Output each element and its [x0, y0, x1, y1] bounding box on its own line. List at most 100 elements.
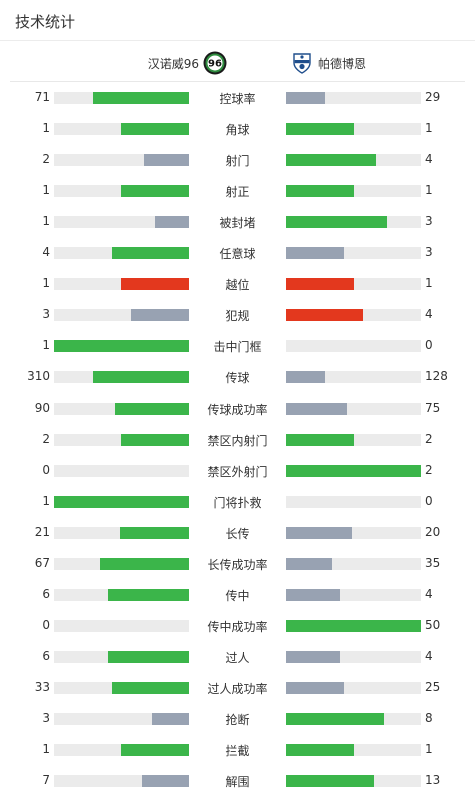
- home-stat-bar-track: [54, 588, 189, 601]
- stat-label: 射门: [225, 154, 250, 169]
- home-stat-bar: [54, 495, 189, 508]
- away-stat-value: 13: [425, 773, 441, 788]
- home-stat-bar: [112, 247, 189, 260]
- stat-row: 2 射门 4: [0, 144, 475, 175]
- stat-label: 射正: [225, 185, 250, 200]
- away-stat-bar-track: [286, 464, 421, 477]
- home-stat-value: 67: [34, 555, 50, 570]
- home-stat-bar-track: [54, 278, 189, 291]
- home-stat-bar-track: [54, 495, 189, 508]
- home-team[interactable]: 汉诺威96 96: [148, 51, 227, 75]
- home-stat-bar-track: [54, 713, 189, 725]
- hannover96-logo-icon: 96: [203, 51, 227, 75]
- stat-label: 长传: [225, 526, 250, 541]
- home-stat-value: 6: [42, 586, 50, 601]
- header: 技术统计: [0, 0, 475, 41]
- away-stat-bar: [286, 309, 363, 322]
- home-stat-value: 6: [42, 648, 50, 663]
- away-stat-bar: [286, 123, 354, 136]
- away-stat-value: 1: [425, 742, 433, 757]
- home-stat-bar: [121, 123, 189, 136]
- home-stat-bar: [108, 588, 189, 601]
- home-stat-value: 1: [42, 742, 50, 757]
- stat-row: 0 传中成功率 50: [0, 610, 475, 641]
- away-stat-value: 29: [425, 90, 441, 104]
- stat-label: 被封堵: [219, 216, 256, 231]
- svg-text:96: 96: [208, 59, 222, 70]
- stat-row: 2 禁区内射门 2: [0, 424, 475, 455]
- home-stat-bar: [121, 278, 189, 291]
- away-stat-value: 75: [425, 400, 441, 415]
- away-stat-value: 20: [425, 524, 441, 539]
- home-stat-bar: [121, 185, 189, 198]
- stat-label: 犯规: [225, 309, 250, 324]
- stat-row: 71 控球率 29: [0, 82, 475, 113]
- stat-label: 拦截: [225, 744, 250, 759]
- home-stat-bar: [93, 371, 189, 384]
- stat-row: 33 过人成功率 25: [0, 672, 475, 703]
- stat-label: 传球: [225, 371, 250, 386]
- home-stat-value: 1: [42, 121, 50, 136]
- away-stat-bar-track: [286, 402, 421, 415]
- home-stat-value: 1: [42, 338, 50, 353]
- away-stat-bar-track: [286, 278, 421, 291]
- home-stat-bar: [131, 309, 189, 322]
- home-stat-bar-track: [54, 92, 189, 104]
- stat-row: 1 拦截 1: [0, 734, 475, 765]
- away-stat-bar: [286, 464, 421, 477]
- home-stat-value: 0: [42, 462, 50, 477]
- away-stat-bar-track: [286, 247, 421, 260]
- away-team[interactable]: 帕德博恩: [290, 51, 366, 75]
- away-stat-value: 4: [425, 648, 433, 663]
- stat-row: 4 任意球 3: [0, 237, 475, 268]
- home-stat-value: 1: [42, 493, 50, 508]
- stat-row: 3 抢断 8: [0, 703, 475, 734]
- stat-row: 310 传球 128: [0, 361, 475, 392]
- home-stat-value: 90: [34, 400, 50, 415]
- home-stat-value: 7: [42, 773, 50, 788]
- away-stat-bar-track: [286, 123, 421, 136]
- home-stat-bar-track: [54, 402, 189, 415]
- away-stat-value: 50: [425, 617, 441, 632]
- home-stat-bar-track: [54, 216, 189, 229]
- away-stat-bar-track: [286, 154, 421, 167]
- stat-label: 任意球: [219, 247, 256, 262]
- stat-row: 90 传球成功率 75: [0, 393, 475, 424]
- away-stat-value: 35: [425, 555, 441, 570]
- home-stat-bar: [115, 402, 189, 415]
- away-stat-bar: [286, 185, 354, 198]
- home-stat-bar-track: [54, 681, 189, 694]
- stat-row: 6 传中 4: [0, 579, 475, 610]
- stat-label: 控球率: [219, 92, 256, 106]
- home-stat-bar-track: [54, 433, 189, 446]
- away-stat-bar: [286, 433, 354, 446]
- home-stat-bar-track: [54, 371, 189, 384]
- home-stat-bar-track: [54, 309, 189, 322]
- stat-label: 长传成功率: [207, 557, 268, 572]
- stat-row: 3 犯规 4: [0, 299, 475, 330]
- away-stat-value: 4: [425, 307, 433, 322]
- stat-label: 传中成功率: [207, 619, 268, 634]
- home-stat-bar: [121, 744, 189, 757]
- away-stat-value: 0: [425, 493, 433, 508]
- away-stat-bar-track: [286, 371, 421, 384]
- away-stat-bar: [286, 247, 344, 260]
- home-stat-value: 3: [42, 307, 50, 322]
- away-stat-bar-track: [286, 433, 421, 446]
- away-stat-bar-track: [286, 495, 421, 508]
- home-stat-bar-track: [54, 340, 189, 353]
- home-stat-value: 310: [27, 369, 50, 384]
- away-stat-value: 4: [425, 152, 433, 167]
- away-team-name: 帕德博恩: [318, 56, 367, 71]
- away-stat-bar-track: [286, 340, 421, 353]
- away-stat-bar: [286, 526, 352, 539]
- away-stat-value: 1: [425, 183, 433, 198]
- away-stat-value: 4: [425, 586, 433, 601]
- away-stat-value: 3: [425, 245, 433, 260]
- stat-label: 过人成功率: [207, 681, 268, 696]
- home-stat-bar: [100, 557, 189, 570]
- away-stat-bar-track: [286, 713, 421, 725]
- away-stat-bar: [286, 588, 340, 601]
- home-stat-bar: [108, 650, 189, 663]
- stat-row: 21 长传 20: [0, 517, 475, 548]
